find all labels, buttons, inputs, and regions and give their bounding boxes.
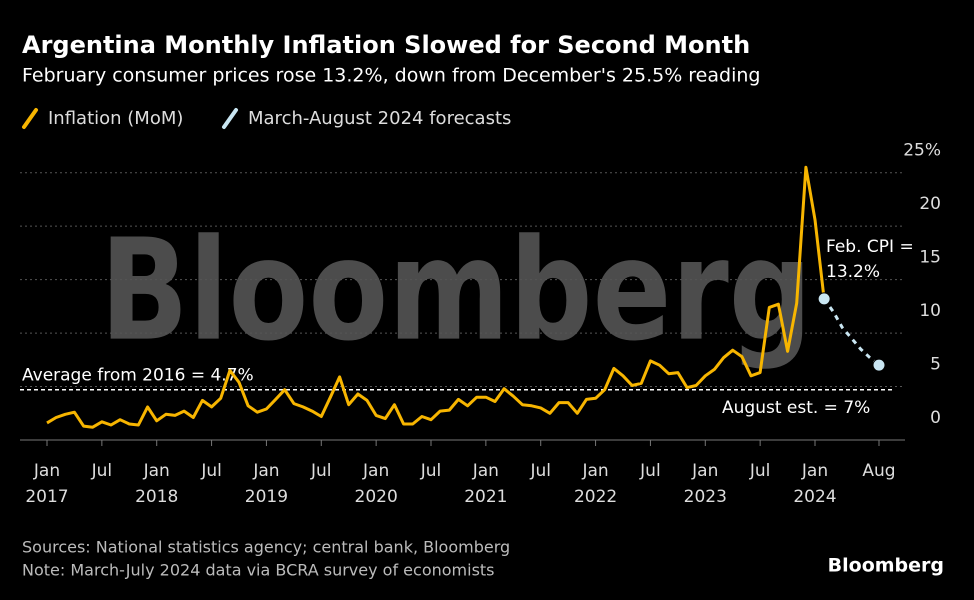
annotation: Feb. CPI = 13.2% [826, 237, 914, 282]
x-tick-label: Jul [639, 461, 661, 481]
y-tick-label: 0 [930, 408, 941, 428]
series-line [822, 298, 880, 367]
x-tick-label: Jan [362, 461, 389, 481]
chart-subtitle: February consumer prices rose 13.2%, dow… [22, 65, 760, 87]
x-tick-year: 2022 [574, 487, 617, 507]
x-tick-label: Jan [33, 461, 60, 481]
x-tick-year: 2023 [684, 487, 727, 507]
x-tick-label: Aug [862, 461, 895, 481]
footnote: Note: March-July 2024 data via BCRA surv… [22, 561, 495, 580]
x-tick-label: Jan [801, 461, 828, 481]
x-tick-label: Jan [252, 461, 279, 481]
legend-swatch [222, 108, 238, 129]
series-line [46, 165, 826, 429]
x-tick-year: 2021 [464, 487, 507, 507]
x-tick-year: 2018 [135, 487, 178, 507]
chart-title: Argentina Monthly Inflation Slowed for S… [22, 31, 750, 59]
x-tick-year: 2019 [245, 487, 288, 507]
brand: Bloomberg [828, 555, 944, 577]
x-tick-label: Jul [420, 461, 442, 481]
legend-swatch [22, 108, 38, 129]
x-tick-year: 2017 [25, 487, 68, 507]
legend-label: Inflation (MoM) [48, 108, 183, 129]
annotation: August est. = 7% [722, 398, 870, 418]
y-tick-label: 5 [930, 355, 941, 375]
x-tick-year: 2020 [355, 487, 398, 507]
y-tick-label: 20 [919, 194, 941, 214]
x-tick-label: Jan [691, 461, 718, 481]
x-tick-year: 2024 [793, 487, 836, 507]
x-tick-label: Jan [472, 461, 499, 481]
y-tick-label: 15 [919, 248, 941, 268]
x-tick-label: Jan [581, 461, 608, 481]
watermark: Bloomberg [100, 210, 812, 373]
average-label: Average from 2016 = 4.7% [22, 366, 254, 386]
forecast-point [817, 292, 831, 306]
legend-label: March-August 2024 forecasts [248, 108, 511, 129]
x-tick-label: Jul [749, 461, 771, 481]
x-tick-label: Jul [91, 461, 113, 481]
source-note: Sources: National statistics agency; cen… [22, 538, 510, 557]
x-tick-label: Jul [200, 461, 222, 481]
forecast-point [872, 358, 886, 372]
y-tick-label: 10 [919, 301, 941, 321]
x-tick-label: Jul [310, 461, 332, 481]
x-tick-label: Jul [529, 461, 551, 481]
x-tick-label: Jan [143, 461, 170, 481]
y-tick-label: 25% [903, 141, 941, 161]
